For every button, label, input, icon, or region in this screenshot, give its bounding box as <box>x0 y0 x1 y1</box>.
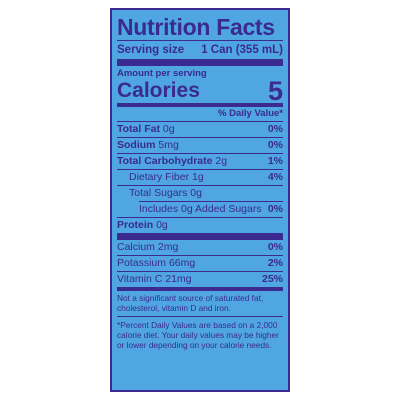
nutrient-name: Includes 0g Added Sugars <box>139 203 262 215</box>
vitamin-dv: 0% <box>267 241 283 253</box>
nutrient-row-total-fat: Total Fat 0g 0% <box>117 122 283 137</box>
vitamin-row-potassium: Potassium 66mg 2% <box>117 256 283 271</box>
nutrient-name: Total Sugars <box>129 187 188 199</box>
vitamin-amount: 2mg <box>157 241 179 253</box>
nutrient-row-added-sugars: Includes 0g Added Sugars 0% <box>117 202 283 217</box>
serving-size-value: 1 Can (355 mL) <box>201 44 283 56</box>
vitamin-name: Potassium <box>117 257 167 269</box>
nutrient-dv: 1% <box>267 155 283 167</box>
vitamin-dv: 25% <box>261 273 283 285</box>
nutrient-row-total-carbohydrate: Total Carbohydrate 2g 1% <box>117 154 283 169</box>
nutrient-row-total-sugars: Total Sugars 0g <box>117 186 283 201</box>
nutrient-amount: 2g <box>215 155 228 167</box>
serving-size-row: Serving size 1 Can (355 mL) <box>117 41 283 59</box>
vitamin-amount: 66mg <box>168 257 196 269</box>
nutrient-name: Protein <box>117 219 154 231</box>
nutrient-amount: 0g <box>190 187 202 199</box>
daily-value-header: % Daily Value* <box>218 108 283 119</box>
footnote-significant-source: Not a significant source of saturated fa… <box>117 293 264 313</box>
serving-size-label: Serving size <box>117 44 185 56</box>
vitamin-name: Calcium <box>117 241 155 253</box>
calories-row: Calories 5 <box>117 76 283 106</box>
nutrient-dv: 0% <box>267 123 283 135</box>
nutrient-name: Total Carbohydrate <box>117 155 213 167</box>
footnote-daily-values: *Percent Daily Values are based on a 2,0… <box>117 320 279 350</box>
nutrient-amount: 0g <box>156 219 168 231</box>
nutrient-row-sodium: Sodium 5mg 0% <box>117 138 283 153</box>
nutrient-dv: 0% <box>267 139 283 151</box>
nutrient-name: Total Fat <box>117 123 160 135</box>
vitamin-row-calcium: Calcium 2mg 0% <box>117 240 283 255</box>
amount-per-serving: Amount per serving <box>117 68 207 79</box>
vitamin-name: Vitamin C <box>117 273 163 285</box>
nutrient-name: Dietary Fiber <box>129 171 190 183</box>
label-title: Nutrition Facts <box>117 14 275 40</box>
vitamin-dv: 2% <box>267 257 283 269</box>
nutrient-dv: 0% <box>267 203 283 215</box>
nutrient-amount: 1g <box>192 171 204 183</box>
nutrient-amount: 0g <box>162 123 175 135</box>
calories-label: Calories <box>117 79 200 102</box>
nutrient-amount: 5mg <box>158 139 179 151</box>
nutrient-row-protein: Protein 0g <box>117 218 283 233</box>
calories-value: 5 <box>267 76 283 106</box>
nutrient-dv: 4% <box>267 171 283 183</box>
nutrient-row-dietary-fiber: Dietary Fiber 1g 4% <box>117 170 283 185</box>
vitamin-row-vitamin-c: Vitamin C 21mg 25% <box>117 272 283 287</box>
nutrition-facts-label: Nutrition Facts Serving size 1 Can (355 … <box>110 8 290 392</box>
vitamin-amount: 21mg <box>165 273 192 285</box>
nutrient-name: Sodium <box>117 139 156 151</box>
